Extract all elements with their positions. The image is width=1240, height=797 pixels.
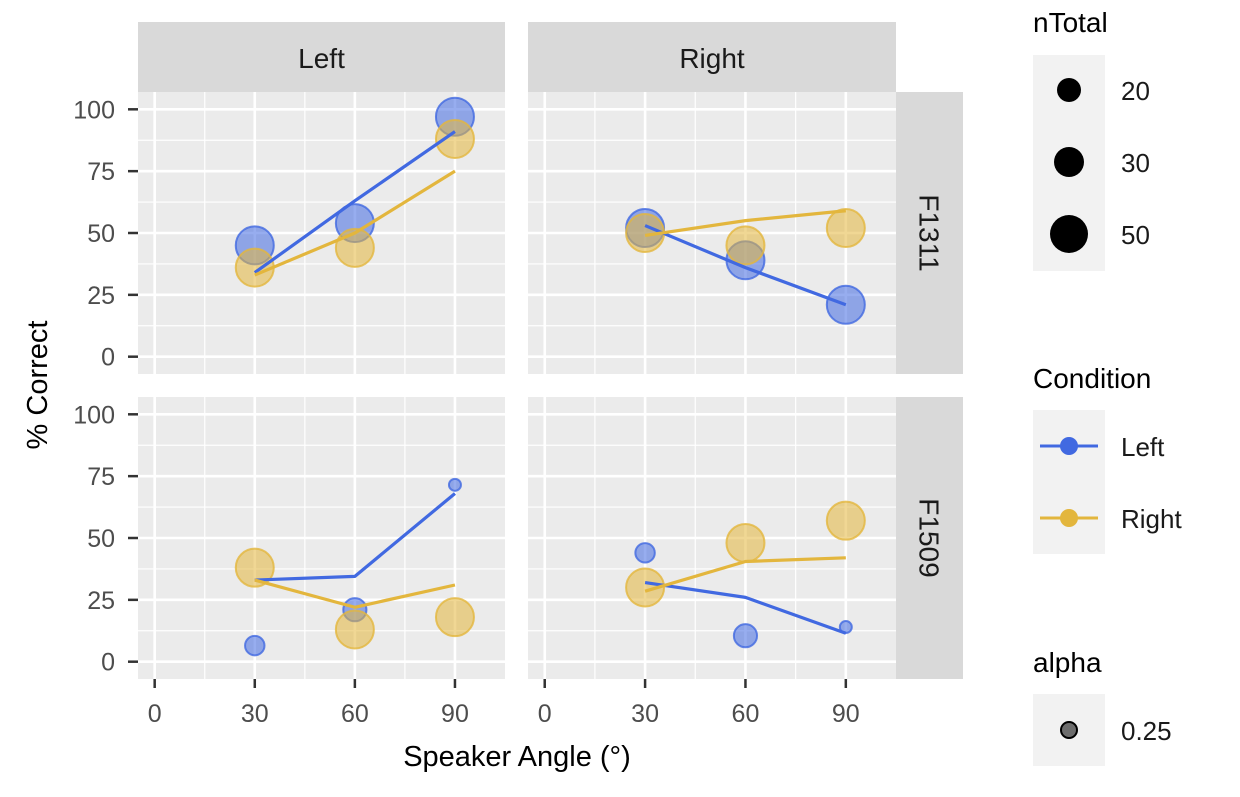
panels-layer: Left Right F1311 F1509 0 25 50 75 100 0 25 50 75 100 0… <box>73 22 963 728</box>
y-tick-label: 100 <box>73 401 115 429</box>
y-tick-label: 50 <box>87 220 115 248</box>
legend-condition-dot-right <box>1060 509 1078 527</box>
legend-condition-label: Right <box>1121 504 1182 534</box>
y-tick-label: 75 <box>87 463 115 491</box>
facet-strip-label: F1509 <box>914 498 945 577</box>
y-tick-label: 0 <box>101 649 115 677</box>
x-tick-label: 60 <box>732 700 760 728</box>
legend-alpha: alpha 0.25 <box>1033 647 1172 766</box>
facet-strip-top <box>528 22 896 92</box>
series-line-right <box>254 169 456 277</box>
panel-data-F1311-Left <box>234 96 475 288</box>
x-tick-label: 0 <box>538 700 552 728</box>
facet-strip-right <box>896 397 963 679</box>
data-point-right <box>234 247 275 288</box>
legend-condition: Condition Left Right <box>1033 363 1182 554</box>
legend-alpha-title: alpha <box>1033 647 1102 678</box>
series-line-left <box>644 224 847 307</box>
data-point-left <box>634 542 656 564</box>
y-tick-label: 25 <box>87 282 115 310</box>
legend-size-dot-50 <box>1050 215 1088 253</box>
data-point-right <box>825 208 866 249</box>
y-tick-label: 0 <box>101 344 115 372</box>
data-point-right <box>434 119 475 159</box>
legend-size: nTotal 20 30 50 <box>1033 7 1150 271</box>
legend-condition-key-bg <box>1033 410 1105 554</box>
legend-condition-title: Condition <box>1033 363 1151 394</box>
legend-size-label: 50 <box>1121 220 1150 250</box>
data-point-right <box>434 597 475 638</box>
facet-strip-label: F1311 <box>914 194 945 271</box>
facet-strip-top <box>138 22 505 92</box>
legend-alpha-dot <box>1060 721 1078 739</box>
y-axis-title: % Correct <box>22 321 54 450</box>
x-axis-title: Speaker Angle (°) <box>403 741 631 773</box>
facet-strip-label: Right <box>679 43 745 74</box>
x-tick-label: 90 <box>441 700 469 728</box>
x-tick-label: 30 <box>631 700 659 728</box>
legend-size-dot-20 <box>1057 78 1081 102</box>
series-line-left <box>644 580 847 635</box>
series-line-right <box>644 556 846 593</box>
series-line-right <box>254 578 456 609</box>
legend-size-label: 30 <box>1121 148 1150 178</box>
y-tick-label: 50 <box>87 525 115 553</box>
legend-size-dot-30 <box>1054 147 1084 177</box>
legend-size-label: 20 <box>1121 76 1150 106</box>
x-tick-label: 0 <box>148 700 162 728</box>
series-line-left <box>253 130 456 274</box>
data-point-right <box>725 225 766 266</box>
data-point-left <box>447 477 462 492</box>
legend-condition-dot-left <box>1060 437 1078 455</box>
data-point-left <box>244 634 266 657</box>
data-point-left <box>732 623 759 649</box>
y-tick-label: 100 <box>73 96 115 124</box>
x-tick-label: 30 <box>241 700 269 728</box>
data-point-right <box>825 500 866 541</box>
y-tick-label: 25 <box>87 587 115 615</box>
facet-strip-label: Left <box>298 43 345 74</box>
panel-data-F1509-Left <box>234 477 475 657</box>
series-line-left <box>254 492 456 582</box>
legend-condition-label: Left <box>1121 432 1165 462</box>
data-point-right <box>334 609 375 650</box>
x-tick-label: 60 <box>341 700 369 728</box>
legend-alpha-label: 0.25 <box>1121 716 1172 746</box>
data-point-right <box>725 522 766 563</box>
panel-data-F1509-Right <box>625 500 866 649</box>
x-tick-label: 90 <box>832 700 860 728</box>
data-point-right <box>234 547 275 588</box>
legend-size-title: nTotal <box>1033 7 1108 38</box>
facet-strip-right <box>896 92 963 374</box>
panel-data-F1311-Right <box>625 208 866 325</box>
data-point-right <box>625 567 666 608</box>
y-tick-label: 75 <box>87 158 115 186</box>
series-line-right <box>644 209 846 238</box>
